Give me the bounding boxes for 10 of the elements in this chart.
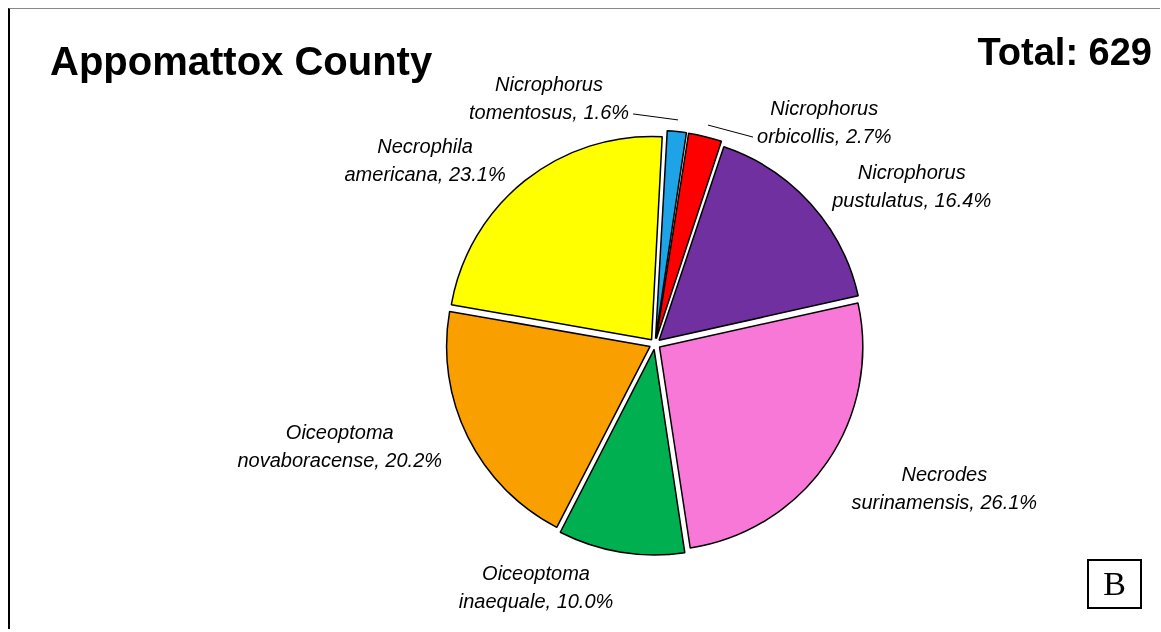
slice-label: Nicrophorus pustulatus, 16.4% — [831, 161, 992, 212]
slice-label: Nicrophorus tomentosus, 1.6% — [468, 73, 630, 124]
chart-title: Appomattox County — [50, 39, 433, 84]
slice-label: Oiceoptoma inaequale, 10.0% — [458, 561, 614, 612]
slice-label: Oiceoptoma novaboracense, 20.2% — [237, 421, 443, 472]
slice-label: Necrophila americana, 23.1% — [344, 135, 506, 186]
slice-label: Nicrophorus orbicollis, 2.7% — [756, 96, 892, 147]
slice-label: Necrodes surinamensis, 26.1% — [851, 463, 1038, 514]
text: Total: 629 — [977, 31, 1152, 74]
text: B — [1087, 559, 1142, 609]
